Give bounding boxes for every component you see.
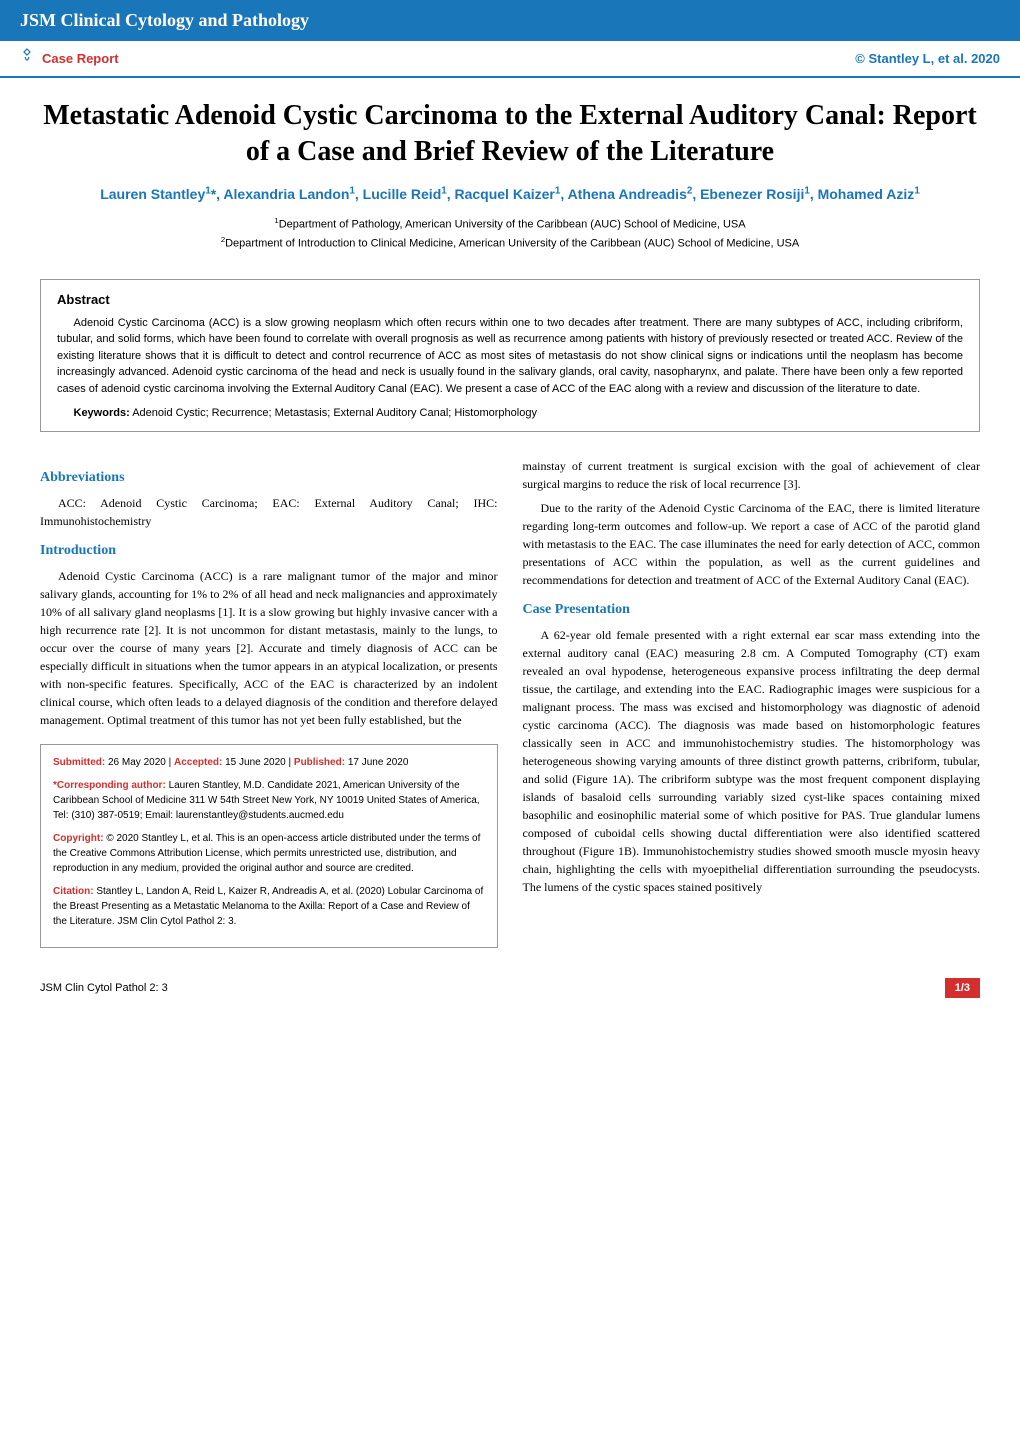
affiliation-1-text: Department of Pathology, American Univer…	[279, 219, 746, 231]
article-info-box: Submitted: 26 May 2020 | Accepted: 15 Ju…	[40, 744, 498, 948]
publisher-logo-icon	[20, 47, 34, 70]
right-column: mainstay of current treatment is surgica…	[523, 457, 981, 948]
journal-header: JSM Clinical Cytology and Pathology	[0, 0, 1020, 41]
case-p1: A 62-year old female presented with a ri…	[523, 626, 981, 896]
keywords-label: Keywords:	[74, 407, 130, 419]
introduction-p1: Adenoid Cystic Carcinoma (ACC) is a rare…	[40, 567, 498, 729]
journal-name: JSM Clinical Cytology and Pathology	[20, 10, 309, 30]
article-type: Case Report	[42, 51, 119, 66]
body-columns: Abbreviations ACC: Adenoid Cystic Carcin…	[0, 447, 1020, 958]
keywords-value: Adenoid Cystic; Recurrence; Metastasis; …	[132, 407, 537, 419]
copyright-statement: Copyright: © 2020 Stantley L, et al. Thi…	[53, 831, 485, 876]
keywords: Keywords: Adenoid Cystic; Recurrence; Me…	[57, 407, 963, 419]
page-number: 1/3	[945, 978, 980, 998]
citation-label: Citation:	[53, 886, 94, 897]
abbreviations-text: ACC: Adenoid Cystic Carcinoma; EAC: Exte…	[40, 494, 498, 530]
abstract-text: Adenoid Cystic Carcinoma (ACC) is a slow…	[57, 315, 963, 398]
corresponding-label: *Corresponding author:	[53, 780, 166, 791]
subheader-left: Case Report	[20, 47, 119, 70]
published-label: Published:	[294, 757, 345, 768]
submitted-label: Submitted:	[53, 757, 105, 768]
submitted-date: 26 May 2020	[108, 757, 166, 768]
citation: Citation: Stantley L, Landon A, Reid L, …	[53, 884, 485, 929]
authors: Lauren Stantley1*, Alexandria Landon1, L…	[40, 183, 980, 205]
affiliation-2-text: Department of Introduction to Clinical M…	[225, 238, 799, 250]
affiliation-2: 2Department of Introduction to Clinical …	[40, 234, 980, 253]
introduction-p3: Due to the rarity of the Adenoid Cystic …	[523, 499, 981, 589]
copyright-text: © 2020 Stantley L, et al. This is an ope…	[53, 833, 480, 874]
abstract-box: Abstract Adenoid Cystic Carcinoma (ACC) …	[40, 279, 980, 433]
dates-line: Submitted: 26 May 2020 | Accepted: 15 Ju…	[53, 755, 485, 770]
header-copyright: © Stantley L, et al. 2020	[855, 51, 1000, 66]
citation-text: Stantley L, Landon A, Reid L, Kaizer R, …	[53, 886, 483, 927]
abbreviations-title: Abbreviations	[40, 467, 498, 488]
title-block: Metastatic Adenoid Cystic Carcinoma to t…	[0, 78, 1020, 264]
footer-left: JSM Clin Cytol Pathol 2: 3	[40, 982, 168, 994]
introduction-p2: mainstay of current treatment is surgica…	[523, 457, 981, 493]
case-title: Case Presentation	[523, 599, 981, 620]
corresponding-author: *Corresponding author: Lauren Stantley, …	[53, 778, 485, 823]
abstract-heading: Abstract	[57, 292, 963, 307]
left-column: Abbreviations ACC: Adenoid Cystic Carcin…	[40, 457, 498, 948]
copyright-label: Copyright:	[53, 833, 104, 844]
affiliation-1: 1Department of Pathology, American Unive…	[40, 215, 980, 234]
accepted-date: 15 June 2020	[225, 757, 286, 768]
page-footer: JSM Clin Cytol Pathol 2: 3 1/3	[0, 958, 1020, 1013]
published-date: 17 June 2020	[348, 757, 409, 768]
accepted-label: Accepted:	[174, 757, 222, 768]
subheader: Case Report © Stantley L, et al. 2020	[0, 41, 1020, 78]
affiliations: 1Department of Pathology, American Unive…	[40, 215, 980, 254]
article-title: Metastatic Adenoid Cystic Carcinoma to t…	[40, 98, 980, 171]
introduction-title: Introduction	[40, 540, 498, 561]
